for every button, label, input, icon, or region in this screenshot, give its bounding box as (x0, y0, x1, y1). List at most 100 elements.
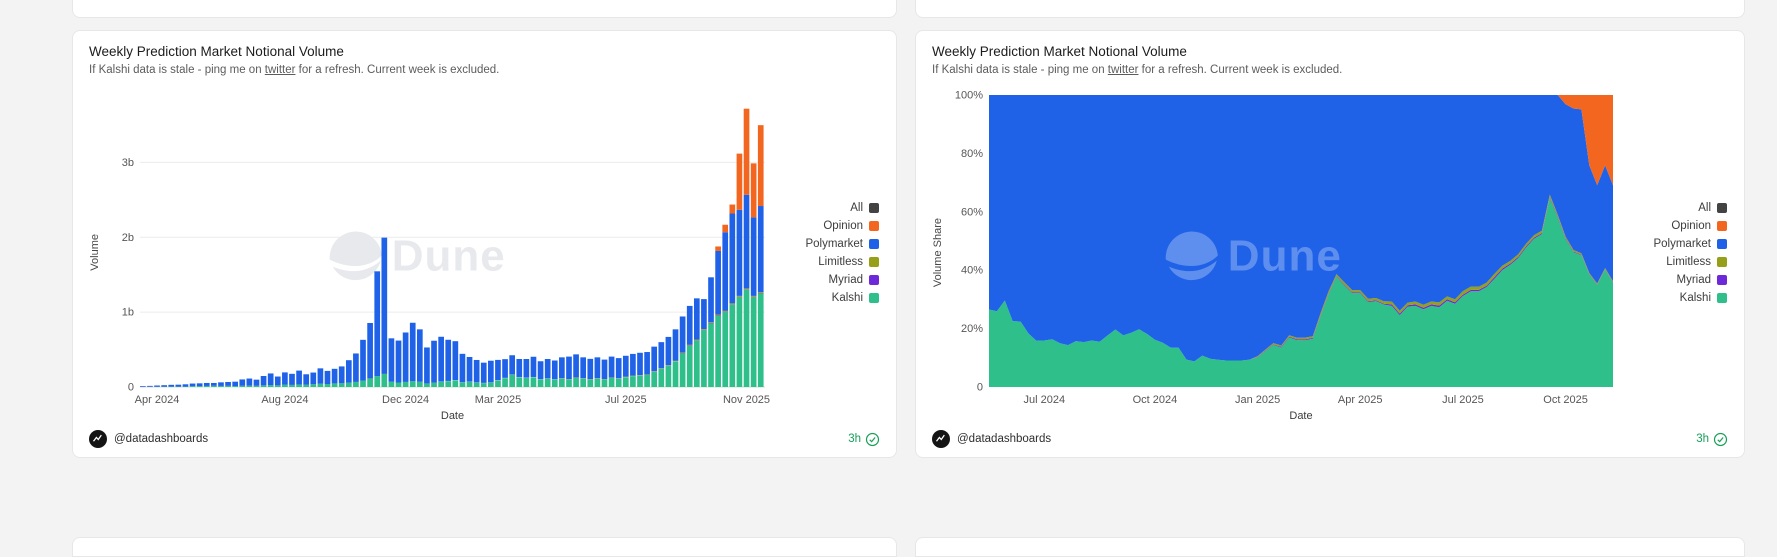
legend-swatch (869, 221, 879, 231)
svg-text:Jan 2025: Jan 2025 (1235, 394, 1280, 406)
svg-text:Dune: Dune (392, 231, 506, 280)
svg-text:Date: Date (1289, 410, 1312, 422)
svg-text:3b: 3b (122, 156, 134, 168)
svg-text:Jul 2025: Jul 2025 (605, 394, 647, 406)
adjacent-card-edge-top-right (915, 0, 1745, 18)
author-handle[interactable]: @datadashboards (957, 433, 1051, 445)
check-circle-icon (1713, 432, 1728, 447)
dashboard-page: { "watermark": "Dune", "colors": { "page… (0, 0, 1777, 542)
svg-text:1b: 1b (122, 306, 134, 318)
freshness-indicator: 3h (1696, 432, 1728, 447)
card-footer: @datadashboards 3h (89, 430, 880, 448)
legend-swatch (869, 203, 879, 213)
legend-label: Opinion (823, 220, 863, 232)
legend-label: Polymarket (1653, 238, 1711, 250)
adjacent-card-edge-bottom-left (72, 537, 897, 557)
legend-label: Myriad (828, 274, 863, 286)
svg-text:Jul 2025: Jul 2025 (1442, 394, 1484, 406)
chart-subtitle: If Kalshi data is stale - ping me on twi… (932, 64, 1728, 76)
legend-item-limitless[interactable]: Limitless (818, 256, 879, 268)
volume-share-area-chart[interactable]: 0 20% 40% 60% 80% 100% Dune Jul 2024 Oct 2024 J… (947, 83, 1621, 423)
svg-text:100%: 100% (955, 89, 983, 101)
legend: All Opinion Polymarket Limitless Myriad Kalsh… (1621, 202, 1729, 304)
svg-text:Apr 2025: Apr 2025 (1338, 394, 1383, 406)
legend-swatch (1717, 275, 1727, 285)
svg-text:Nov 2025: Nov 2025 (723, 394, 770, 406)
legend-item-myriad[interactable]: Myriad (1676, 274, 1727, 286)
subtitle-text: for a refresh. Current week is excluded. (1138, 64, 1342, 76)
volume-bar-chart[interactable]: 0 1b 2b 3b Dune Apr 2024 Aug 2024 Dec 2024 Mar… (104, 83, 773, 423)
legend-label: Limitless (818, 256, 863, 268)
volume-chart-card: Weekly Prediction Market Notional Volume… (72, 30, 897, 458)
legend-label: All (1698, 202, 1711, 214)
legend-swatch (869, 293, 879, 303)
svg-text:40%: 40% (961, 264, 983, 276)
legend-label: Limitless (1666, 256, 1711, 268)
legend-label: All (850, 202, 863, 214)
adjacent-card-edge-bottom-right (915, 537, 1745, 557)
check-circle-icon (865, 432, 880, 447)
svg-text:80%: 80% (961, 147, 983, 159)
svg-text:60%: 60% (961, 206, 983, 218)
svg-text:Date: Date (441, 410, 464, 422)
last-updated: 3h (848, 433, 861, 445)
legend-label: Kalshi (1680, 292, 1711, 304)
svg-text:Dec 2024: Dec 2024 (382, 394, 429, 406)
svg-text:0: 0 (977, 381, 983, 393)
author-handle[interactable]: @datadashboards (114, 433, 208, 445)
legend-item-kalshi[interactable]: Kalshi (832, 292, 879, 304)
legend-swatch (1717, 293, 1727, 303)
svg-text:2b: 2b (122, 231, 134, 243)
volume-share-chart-card: Weekly Prediction Market Notional Volume… (915, 30, 1745, 458)
subtitle-text: If Kalshi data is stale - ping me on (932, 64, 1108, 76)
chart-subtitle: If Kalshi data is stale - ping me on twi… (89, 64, 880, 76)
dune-watermark: Dune (1166, 231, 1342, 280)
twitter-link[interactable]: twitter (265, 64, 296, 76)
svg-text:Apr 2024: Apr 2024 (135, 394, 180, 406)
dune-watermark: Dune (330, 231, 506, 280)
chart-area: Volume 0 1b 2b 3b Dune Apr 2024 Aug 2024 Dec … (89, 78, 880, 427)
legend-swatch (1717, 257, 1727, 267)
legend-swatch (1717, 203, 1727, 213)
chart-title: Weekly Prediction Market Notional Volume (932, 44, 1728, 59)
card-footer: @datadashboards 3h (932, 430, 1728, 448)
author-avatar[interactable] (932, 430, 950, 448)
legend-swatch (869, 257, 879, 267)
legend-label: Myriad (1676, 274, 1711, 286)
legend-item-kalshi[interactable]: Kalshi (1680, 292, 1727, 304)
legend-label: Kalshi (832, 292, 863, 304)
legend-item-polymarket[interactable]: Polymarket (805, 238, 879, 250)
svg-text:Dune: Dune (1228, 231, 1342, 280)
legend-label: Polymarket (805, 238, 863, 250)
svg-text:Mar 2025: Mar 2025 (475, 394, 521, 406)
legend-item-all[interactable]: All (1698, 202, 1727, 214)
chart-area: Volume Share 0 20% 40% 60% 80% 100% Dune Jul … (932, 78, 1728, 427)
legend: All Opinion Polymarket Limitless Myriad Kalsh… (773, 202, 881, 304)
legend-swatch (1717, 221, 1727, 231)
svg-text:Jul 2024: Jul 2024 (1024, 394, 1066, 406)
author-avatar[interactable] (89, 430, 107, 448)
legend-swatch (1717, 239, 1727, 249)
legend-item-myriad[interactable]: Myriad (828, 274, 879, 286)
legend-item-polymarket[interactable]: Polymarket (1653, 238, 1727, 250)
freshness-indicator: 3h (848, 432, 880, 447)
twitter-link[interactable]: twitter (1108, 64, 1139, 76)
subtitle-text: for a refresh. Current week is excluded. (295, 64, 499, 76)
legend-item-opinion[interactable]: Opinion (1671, 220, 1727, 232)
svg-text:Oct 2024: Oct 2024 (1133, 394, 1178, 406)
y-axis-title: Volume (89, 234, 104, 271)
chart-title: Weekly Prediction Market Notional Volume (89, 44, 880, 59)
svg-text:Oct 2025: Oct 2025 (1543, 394, 1588, 406)
svg-text:0: 0 (128, 381, 134, 393)
legend-swatch (869, 275, 879, 285)
adjacent-card-edge-top-left (72, 0, 897, 18)
legend-label: Opinion (1671, 220, 1711, 232)
legend-item-limitless[interactable]: Limitless (1666, 256, 1727, 268)
subtitle-text: If Kalshi data is stale - ping me on (89, 64, 265, 76)
legend-item-opinion[interactable]: Opinion (823, 220, 879, 232)
last-updated: 3h (1696, 433, 1709, 445)
y-axis-title: Volume Share (932, 218, 947, 287)
legend-item-all[interactable]: All (850, 202, 879, 214)
svg-text:Aug 2024: Aug 2024 (261, 394, 308, 406)
svg-text:20%: 20% (961, 323, 983, 335)
